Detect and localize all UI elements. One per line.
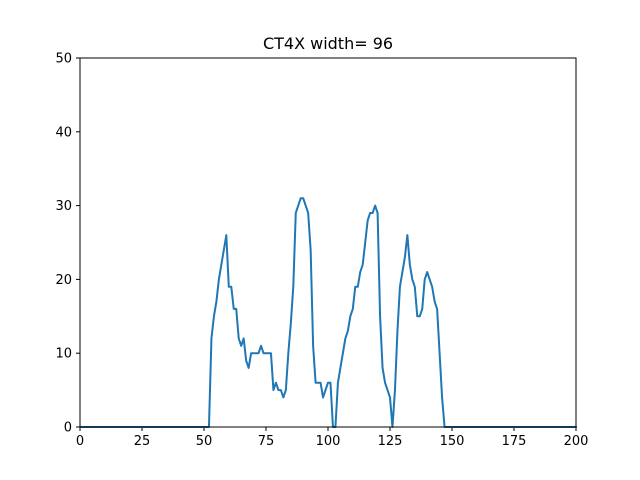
y-tick-label: 0 [64,421,72,436]
y-tick-label: 20 [55,273,72,288]
y-tick-label: 30 [55,199,72,214]
y-tick-label: 10 [55,347,72,362]
chart-title: CT4X width= 96 [263,34,393,53]
y-tick-label: 40 [55,125,72,140]
x-tick-label: 50 [196,434,213,449]
x-tick-label: 0 [76,434,84,449]
x-tick-label: 25 [134,434,151,449]
plot-area: 0 25 50 75 100 125 150 175 200 0 10 20 30 40 50 [55,52,588,450]
x-tick-label: 200 [564,434,589,449]
x-tick-label: 100 [316,434,341,449]
series-line [79,197,577,428]
x-tick-label: 125 [378,434,403,449]
x-tick-label: 175 [502,434,527,449]
axes-frame [79,57,577,428]
y-tick-label: 50 [55,52,72,67]
x-tick-label: 75 [258,434,275,449]
x-tick-label: 150 [440,434,465,449]
